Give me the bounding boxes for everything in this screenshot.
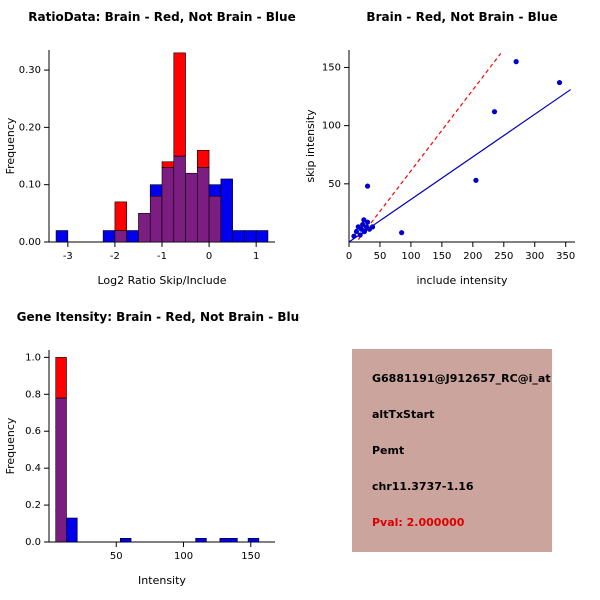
histogram-bar-overlap [138, 213, 151, 243]
data-point [361, 228, 368, 235]
data-point [369, 224, 376, 230]
histogram-bar-blue [208, 184, 222, 197]
gene-symbol-text: Pemt [372, 444, 405, 457]
panel-gene-intensity-histogram: Gene Itensity: Brain - Red, Not Brain - … [0, 300, 300, 600]
splice-event-type-text: altTxStart [372, 408, 435, 421]
histogram-bar-blue [195, 538, 207, 543]
y-tick-label: 0.30 [19, 65, 41, 76]
panel-intensity-scatter: Brain - Red, Not Brain - Blue include in… [300, 0, 600, 300]
data-point [473, 177, 479, 183]
y-tick-label: 50 [328, 179, 341, 190]
x-tick-label: -3 [63, 251, 73, 262]
histogram-bar-overlap [197, 167, 210, 243]
x-tick-label: 300 [525, 251, 544, 262]
x-tick-label: 200 [463, 251, 482, 262]
data-point [364, 183, 371, 189]
data-point [491, 109, 498, 115]
histogram-bar-blue [149, 184, 163, 197]
histogram-bar-blue [219, 538, 238, 543]
histogram-bar-blue [102, 230, 116, 243]
x-tick-label: 100 [401, 251, 420, 262]
y-tick-label: 1.0 [25, 352, 41, 363]
x-axis-label: include intensity [416, 274, 508, 287]
x-tick-label: -2 [110, 251, 120, 262]
data-point [361, 217, 367, 223]
y-axis-label: Frequency [4, 417, 17, 474]
x-tick-label: 0 [346, 251, 352, 262]
data-point [364, 219, 371, 225]
y-tick-label: 0.00 [19, 237, 41, 248]
y-axis-label: Frequency [4, 117, 17, 174]
panel-ratio-histogram: RatioData: Brain - Red, Not Brain - Blue… [0, 0, 300, 300]
y-tick-label: 0.8 [25, 389, 41, 400]
histogram-bar-overlap [149, 195, 163, 243]
probe-id-text: G6881191@J912657_RC@i_at [372, 372, 551, 385]
histogram-bar-red [173, 52, 186, 157]
x-tick-label: 350 [556, 251, 575, 262]
y-tick-label: 0.20 [19, 122, 41, 133]
pval-text: Pval: 2.000000 [372, 516, 465, 529]
histogram-bar-blue [220, 178, 233, 243]
histogram-bar-overlap [55, 397, 67, 543]
histogram-bar-blue [244, 230, 257, 243]
y-axis-label: skip intensity [304, 109, 317, 183]
data-point [353, 228, 360, 235]
histogram-bar-red [161, 161, 175, 168]
x-tick-label: -1 [157, 251, 167, 262]
data-point [357, 232, 363, 238]
y-tick-label: 0.6 [25, 426, 41, 437]
data-point [351, 233, 357, 239]
histogram-bar-blue [247, 538, 260, 543]
x-tick-label: 100 [174, 551, 193, 562]
data-point [360, 221, 366, 228]
histogram-bar-blue [232, 230, 245, 243]
plot-area: 0 50 100 150 200 250 300 350 50 100 150 [322, 50, 575, 262]
histogram-bar-overlap [173, 155, 186, 243]
y-tick-label: 0.4 [25, 463, 41, 474]
y-tick-label: 0.0 [25, 537, 41, 548]
y-tick-label: 0.2 [25, 500, 41, 511]
data-point [399, 230, 405, 236]
x-tick-label: 0 [206, 251, 212, 262]
panel-gene-info: G6881191@J912657_RC@i_at altTxStart Pemt… [300, 300, 600, 600]
plot-area: -3 -2 -1 0 1 0.00 0.10 0.20 0.30 [19, 50, 275, 262]
gene-intensity-histogram-chart: Gene Itensity: Brain - Red, Not Brain - … [4, 310, 300, 587]
histogram-bar-blue [55, 230, 69, 243]
histogram-bar-overlap [161, 167, 175, 243]
plot-area: 50 100 150 0.0 0.2 0.4 0.6 0.8 1.0 [25, 350, 275, 562]
x-axis-label: Log2 Ratio Skip/Include [97, 274, 226, 287]
x-tick-label: 250 [494, 251, 513, 262]
data-point [513, 59, 519, 65]
data-point [556, 79, 563, 86]
x-axis-label: Intensity [138, 574, 186, 587]
y-tick-label: 0.10 [19, 180, 41, 191]
histogram-bar-blue [126, 230, 139, 243]
x-tick-label: 150 [241, 551, 260, 562]
x-tick-label: 50 [374, 251, 387, 262]
chart-title: Brain - Red, Not Brain - Blue [366, 10, 557, 24]
x-tick-label: 50 [110, 551, 123, 562]
reference-line [357, 53, 502, 241]
chromosome-location-text: chr11.3737-1.16 [372, 480, 474, 493]
histogram-bar-blue [66, 517, 78, 543]
histogram-bar-blue [119, 538, 132, 543]
histogram-bar-blue [255, 230, 269, 243]
histogram-bar-red [114, 201, 127, 231]
chart-title: Gene Itensity: Brain - Red, Not Brain - … [17, 310, 300, 324]
chart-title: RatioData: Brain - Red, Not Brain - Blue [28, 10, 295, 24]
histogram-bar-red [55, 357, 67, 399]
histogram-bar-overlap [185, 172, 198, 243]
gene-info-box: G6881191@J912657_RC@i_at altTxStart Pemt… [352, 349, 552, 552]
fit-line [348, 89, 572, 243]
x-tick-label: 150 [432, 251, 451, 262]
intensity-scatter-chart: Brain - Red, Not Brain - Blue include in… [304, 10, 575, 287]
histogram-bar-red [197, 149, 210, 168]
histogram-bar-overlap [208, 195, 222, 243]
histogram-bar-overlap [114, 230, 127, 243]
y-tick-label: 150 [322, 62, 341, 73]
y-tick-label: 100 [322, 121, 341, 132]
ratio-histogram-chart: RatioData: Brain - Red, Not Brain - Blue… [4, 10, 296, 287]
x-tick-label: 1 [253, 251, 259, 262]
